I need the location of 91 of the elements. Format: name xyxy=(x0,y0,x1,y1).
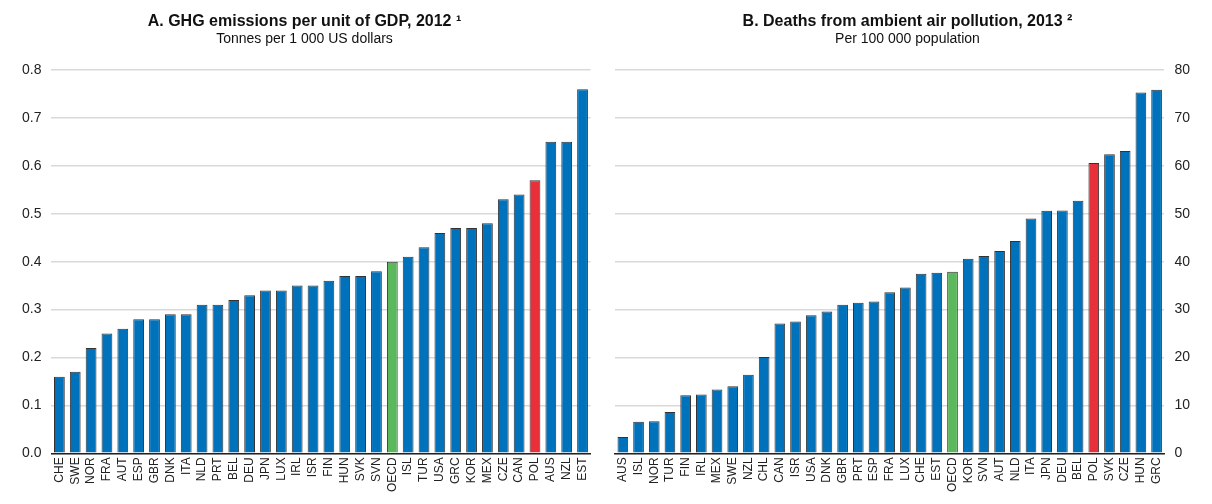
x-tick-label: IRL xyxy=(289,457,304,477)
x-tick-label: NOR xyxy=(83,457,98,484)
x-tick-label: JPN xyxy=(1039,457,1054,480)
x-tick-label: BEL xyxy=(1070,457,1085,481)
x-tick-label: NLD xyxy=(194,457,209,482)
x-tick-label: EST xyxy=(929,456,944,481)
x-tick-label: FIN xyxy=(677,457,692,477)
x-tick-label: IRL xyxy=(693,457,708,477)
x-tick-label: USA xyxy=(803,457,818,483)
y2-tick-label: 0 xyxy=(1174,444,1183,461)
chart-title: A. GHG emissions per unit of GDP, 2012 ¹ xyxy=(147,12,462,30)
x-tick-label: ESP xyxy=(130,457,145,482)
x-tick-label: KOR xyxy=(463,457,478,484)
x-tick-label: DEU xyxy=(1054,457,1069,483)
x-tick-label: NZL xyxy=(740,457,755,480)
x-tick-label: CZE xyxy=(495,457,510,482)
x-tick-label: GRC xyxy=(448,457,463,484)
x-tick-label: FRA xyxy=(99,457,114,482)
y2-tick-label: 60 xyxy=(1174,156,1191,173)
y-tick-label: 0.6 xyxy=(21,156,42,173)
x-tick-label: GBR xyxy=(146,457,161,484)
x-tick-label: AUT xyxy=(115,456,130,482)
x-tick-label: FRA xyxy=(882,457,897,482)
x-tick-label: DEU xyxy=(241,457,256,483)
y2-tick-label: 50 xyxy=(1174,204,1191,221)
y-tick-label: 0.8 xyxy=(21,60,42,77)
x-tick-label: SWE xyxy=(67,457,82,485)
x-tick-label: DNK xyxy=(819,457,834,483)
x-tick-label: GRC xyxy=(1148,457,1163,484)
x-tick-label: ISR xyxy=(787,457,802,478)
chart-subtitle: Tonnes per 1 000 US dollars xyxy=(216,30,393,47)
x-tick-label: PRT xyxy=(210,456,225,482)
x-tick-label: POL xyxy=(527,457,542,482)
x-tick-label: SVK xyxy=(352,457,367,482)
x-tick-label: AUS xyxy=(543,457,558,483)
y2-tick-label: 30 xyxy=(1174,300,1191,317)
x-tick-label: CZE xyxy=(1117,457,1132,482)
x-tick-label: USA xyxy=(432,457,447,483)
x-tick-label: LUX xyxy=(273,457,288,481)
x-tick-label: NZL xyxy=(559,457,573,480)
x-tick-label: ITA xyxy=(178,457,193,476)
x-tick-label: MEX xyxy=(479,457,494,484)
y2-tick-label: 20 xyxy=(1174,348,1191,365)
x-tick-label: SWE xyxy=(725,457,740,485)
x-tick-label: JPN xyxy=(257,457,272,480)
x-tick-label: PRT xyxy=(850,456,865,482)
y-tick-label: 0.1 xyxy=(21,396,42,413)
x-tick-label: CHL xyxy=(756,457,771,482)
y2-tick-label: 10 xyxy=(1174,396,1191,413)
x-tick-label: SVN xyxy=(368,457,383,483)
x-tick-label: CHE xyxy=(913,457,928,483)
x-tick-label: FIN xyxy=(321,457,336,477)
y-tick-label: 0.4 xyxy=(21,252,42,269)
x-tick-label: EST xyxy=(574,456,589,481)
x-tick-label: ISL xyxy=(400,457,415,476)
x-tick-label: NOR xyxy=(646,457,661,484)
y-tick-label: 0.2 xyxy=(21,348,42,365)
x-tick-label: HUN xyxy=(1133,457,1148,484)
x-tick-label: NLD xyxy=(1007,457,1022,482)
x-tick-label: OECD xyxy=(384,457,399,492)
x-tick-label: OECD xyxy=(944,457,959,492)
x-tick-label: BEL xyxy=(226,457,241,481)
x-tick-label: HUN xyxy=(337,457,352,484)
x-tick-label: CAN xyxy=(511,457,526,483)
y-tick-label: 0.3 xyxy=(21,300,42,317)
chart-subtitle: Per 100 000 population xyxy=(835,30,980,47)
x-tick-label: TUR xyxy=(416,457,431,482)
x-tick-label: ITA xyxy=(1023,457,1038,476)
x-tick-label: TUR xyxy=(662,457,677,482)
y2-tick-label: 70 xyxy=(1174,108,1191,125)
x-tick-label: POL xyxy=(1086,457,1101,482)
y-tick-label: 0.0 xyxy=(21,444,42,461)
x-tick-label: ESP xyxy=(866,457,881,482)
y2-tick-label: 80 xyxy=(1174,60,1191,77)
x-tick-label: AUS xyxy=(615,457,630,483)
x-tick-label: DNK xyxy=(162,457,177,483)
x-tick-label: SVN xyxy=(976,457,991,483)
y2-tick-label: 40 xyxy=(1174,252,1191,269)
x-tick-label: ISL xyxy=(630,457,645,476)
chart-title: B. Deaths from ambient air pollution, 2013 ² xyxy=(742,12,1073,30)
x-tick-label: AUT xyxy=(991,456,1006,482)
x-tick-label: ISR xyxy=(305,457,320,478)
y-tick-label: 0.5 xyxy=(21,204,42,221)
x-tick-label: MEX xyxy=(709,457,724,484)
y-tick-label: 0.7 xyxy=(21,108,42,125)
x-tick-label: SVK xyxy=(1101,457,1116,482)
x-tick-label: CHE xyxy=(51,457,66,483)
x-tick-label: GBR xyxy=(834,457,849,484)
x-tick-label: KOR xyxy=(960,457,975,484)
x-tick-label: LUX xyxy=(897,457,912,481)
x-tick-label: CAN xyxy=(772,457,787,483)
